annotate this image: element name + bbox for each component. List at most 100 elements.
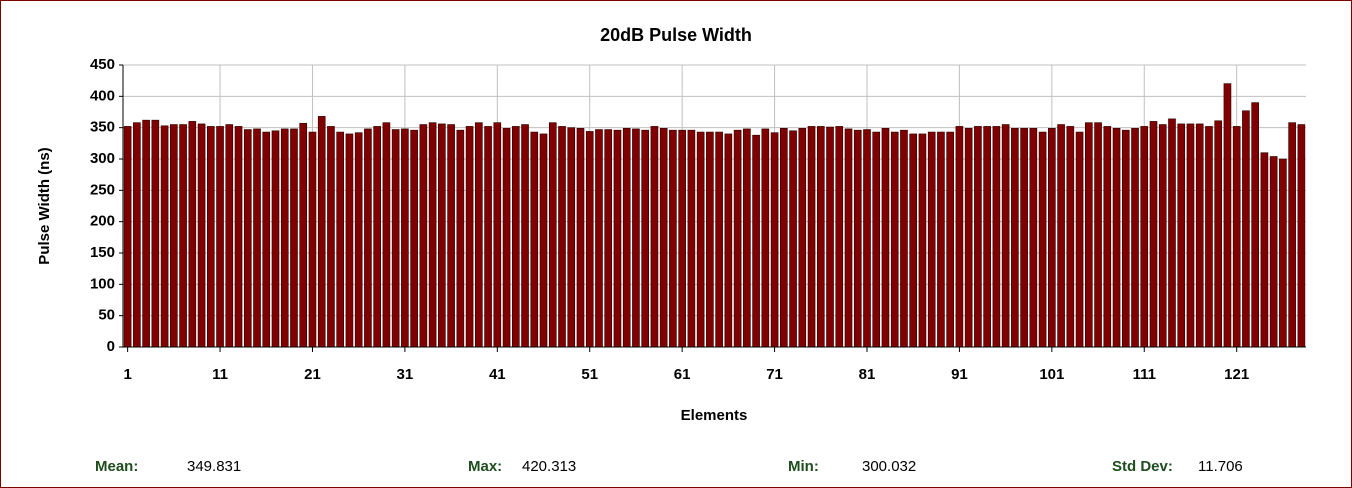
bar (475, 122, 483, 348)
x-tick-label: 101 (1039, 366, 1064, 383)
y-tick-label: 50 (98, 307, 115, 324)
bar (872, 131, 881, 348)
bar (290, 128, 298, 348)
x-tick-label: 121 (1224, 366, 1249, 383)
bar (632, 128, 640, 348)
chart-title: 20dB Pulse Width (600, 25, 752, 45)
bar (743, 128, 751, 348)
bar (1075, 131, 1084, 348)
bar (1057, 124, 1065, 348)
bar (881, 127, 890, 348)
y-tick-label: 350 (90, 119, 115, 136)
bar (613, 129, 622, 348)
stat-label: Min: (788, 458, 819, 475)
bar (1214, 120, 1223, 348)
x-tick-label: 61 (674, 366, 691, 383)
stat-value: 349.831 (187, 458, 241, 475)
bar (1168, 118, 1176, 348)
y-tick-label: 0 (107, 338, 115, 355)
bar (752, 134, 760, 348)
bar (548, 122, 557, 348)
bar (262, 131, 271, 348)
bar (1112, 127, 1121, 348)
bar (410, 129, 418, 348)
bar (918, 133, 927, 348)
bar (447, 124, 455, 348)
bar (1121, 129, 1130, 348)
bar (465, 126, 474, 348)
bar (900, 129, 908, 348)
bar (142, 119, 150, 348)
bar (789, 130, 797, 348)
bar (927, 131, 936, 348)
bar (336, 131, 345, 348)
bar (687, 129, 696, 348)
bar (558, 126, 566, 348)
bar (567, 127, 576, 348)
bar (1103, 126, 1112, 348)
bar (576, 127, 585, 348)
bar (1279, 158, 1287, 348)
x-tick-label: 71 (766, 366, 783, 383)
bar (1205, 126, 1213, 348)
bar (1177, 123, 1186, 348)
bar (456, 129, 465, 348)
bar (345, 133, 354, 348)
bar (354, 132, 363, 348)
bar (650, 126, 659, 348)
bar (511, 126, 520, 348)
bar (983, 126, 991, 348)
bar (595, 129, 603, 348)
x-tick-label: 111 (1133, 366, 1156, 383)
y-tick-label: 100 (90, 275, 115, 292)
bar (493, 122, 502, 348)
stat-label: Max: (468, 458, 502, 475)
stat-value: 11.706 (1198, 458, 1243, 475)
bar (1084, 122, 1093, 348)
bar (585, 131, 594, 348)
x-tick-label: 91 (951, 366, 968, 383)
bar (1149, 121, 1158, 348)
bar (373, 126, 381, 348)
x-tick-label: 1 (123, 366, 131, 383)
bar (401, 128, 409, 348)
bar (299, 122, 308, 348)
bar (1066, 126, 1075, 348)
bar (715, 131, 723, 348)
y-tick-label: 200 (90, 213, 115, 230)
bar (539, 133, 548, 348)
bar (733, 129, 742, 348)
y-tick-label: 250 (90, 181, 115, 198)
y-axis-label: Pulse Width (ns) (36, 147, 53, 264)
stat-value: 420.313 (522, 458, 576, 475)
bar (909, 133, 918, 348)
bar (428, 122, 437, 348)
bar (816, 126, 825, 348)
bar (170, 124, 178, 348)
bar (826, 126, 834, 348)
bar (1288, 122, 1296, 348)
bar (521, 124, 529, 348)
x-tick-label: 31 (397, 366, 414, 383)
bar (1242, 110, 1250, 348)
bar (964, 127, 973, 348)
bar (1269, 156, 1278, 348)
bar (706, 131, 714, 348)
x-tick-label: 51 (581, 366, 598, 383)
bar (243, 129, 252, 348)
bar (317, 116, 326, 348)
bar (669, 129, 677, 348)
bar (1011, 127, 1019, 348)
bar (853, 129, 862, 348)
bar (992, 126, 1001, 348)
bar (1223, 83, 1232, 348)
bar (308, 131, 317, 348)
bar (151, 119, 160, 348)
x-tick-label: 21 (304, 366, 321, 383)
bar (123, 126, 132, 348)
y-tick-label: 450 (90, 56, 115, 73)
bar (419, 124, 428, 348)
bar (1251, 102, 1259, 348)
bar (1186, 123, 1195, 348)
